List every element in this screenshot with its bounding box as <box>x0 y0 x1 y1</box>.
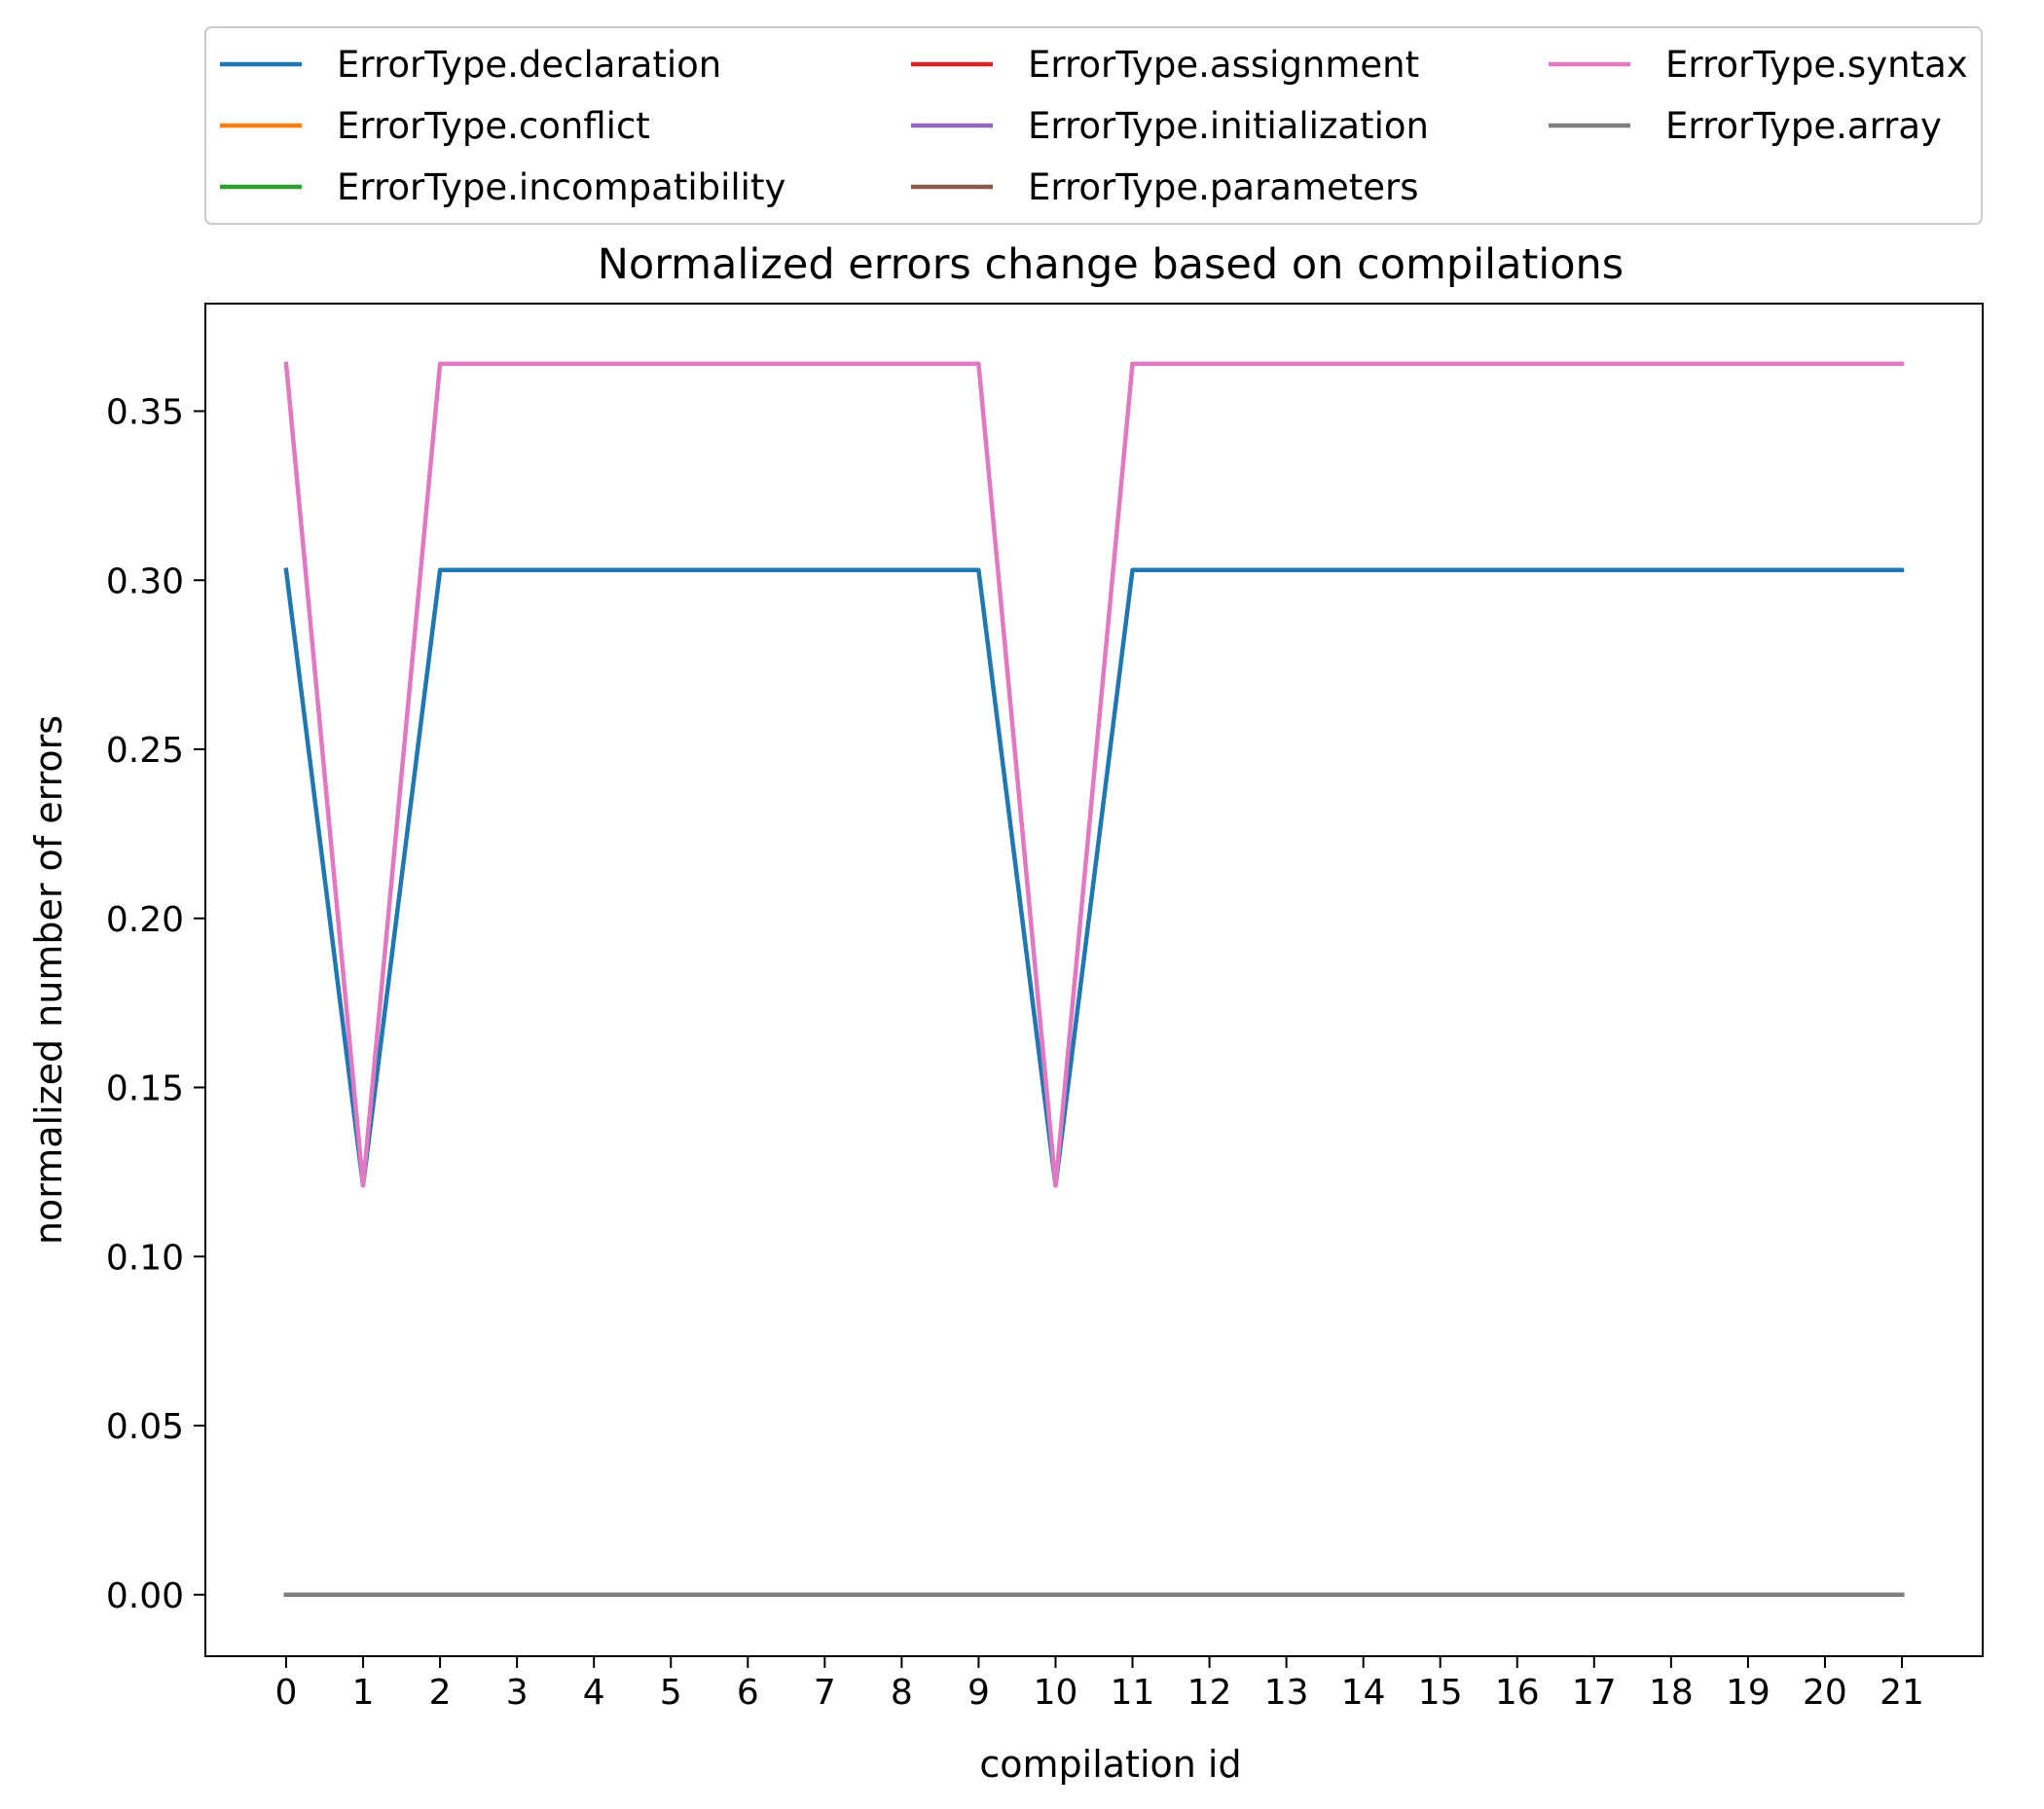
series-layer <box>283 361 1905 1598</box>
x-axis-label: compilation id <box>979 1743 1241 1786</box>
x-tick-label: 13 <box>1264 1673 1309 1713</box>
x-tick-label: 11 <box>1111 1673 1155 1713</box>
legend-label-errortype-initialization: ErrorType.initialization <box>1028 105 1429 147</box>
x-tick-label: 21 <box>1880 1673 1924 1713</box>
chart-title: Normalized errors change based on compil… <box>598 240 1624 289</box>
x-tick-label: 3 <box>506 1673 529 1713</box>
legend-label-errortype-incompatibility: ErrorType.incompatibility <box>337 166 785 208</box>
legend-entries: ErrorType.declaration ErrorType.conflict E… <box>220 44 1968 208</box>
x-tick-label: 10 <box>1034 1673 1078 1713</box>
x-tick-label: 8 <box>891 1673 913 1713</box>
y-tick-label: 0.30 <box>106 561 184 601</box>
y-tick-label: 0.00 <box>106 1576 184 1616</box>
x-tick-label: 16 <box>1495 1673 1540 1713</box>
x-tick-label: 5 <box>660 1673 682 1713</box>
y-tick-label: 0.20 <box>106 900 184 940</box>
series-line-errortype-syntax <box>283 361 1905 1188</box>
legend-label-errortype-conflict: ErrorType.conflict <box>337 105 650 147</box>
x-tick-label: 18 <box>1649 1673 1694 1713</box>
x-tick-label: 15 <box>1418 1673 1463 1713</box>
x-tick-label: 1 <box>352 1673 375 1713</box>
y-tick-label: 0.15 <box>106 1069 184 1109</box>
y-tick-label: 0.05 <box>106 1407 184 1447</box>
x-tick-label: 7 <box>814 1673 836 1713</box>
y-tick-label: 0.25 <box>106 731 184 771</box>
y-tick-label: 0.35 <box>106 393 184 433</box>
x-tick-label: 2 <box>429 1673 452 1713</box>
y-axis-ticks: 0.00 0.05 0.10 0.15 0.20 0.25 0.30 0.35 <box>106 393 205 1616</box>
legend-label-errortype-parameters: ErrorType.parameters <box>1028 166 1419 208</box>
x-tick-label: 0 <box>275 1673 298 1713</box>
y-tick-label: 0.10 <box>106 1238 184 1278</box>
legend-label-errortype-declaration: ErrorType.declaration <box>337 44 721 86</box>
x-tick-label: 17 <box>1572 1673 1617 1713</box>
x-tick-label: 4 <box>583 1673 605 1713</box>
legend-label-errortype-array: ErrorType.array <box>1665 105 1942 147</box>
legend-label-errortype-syntax: ErrorType.syntax <box>1665 44 1968 86</box>
legend: ErrorType.declaration ErrorType.conflict E… <box>204 26 1983 225</box>
x-tick-label: 9 <box>967 1673 990 1713</box>
x-tick-label: 19 <box>1726 1673 1770 1713</box>
x-tick-label: 12 <box>1187 1673 1232 1713</box>
legend-frame <box>204 26 1983 225</box>
x-axis-ticks: 0 1 2 3 4 5 6 7 8 9 10 11 12 13 14 15 16 17 18 19 20 21 <box>275 1656 1924 1713</box>
x-tick-label: 20 <box>1803 1673 1847 1713</box>
series-line-errortype-declaration <box>283 567 1905 1188</box>
legend-label-errortype-assignment: ErrorType.assignment <box>1028 44 1419 86</box>
plot-frame <box>204 303 1984 1657</box>
x-tick-label: 6 <box>737 1673 759 1713</box>
x-tick-label: 14 <box>1341 1673 1386 1713</box>
y-axis-label: normalized number of errors <box>27 715 70 1245</box>
